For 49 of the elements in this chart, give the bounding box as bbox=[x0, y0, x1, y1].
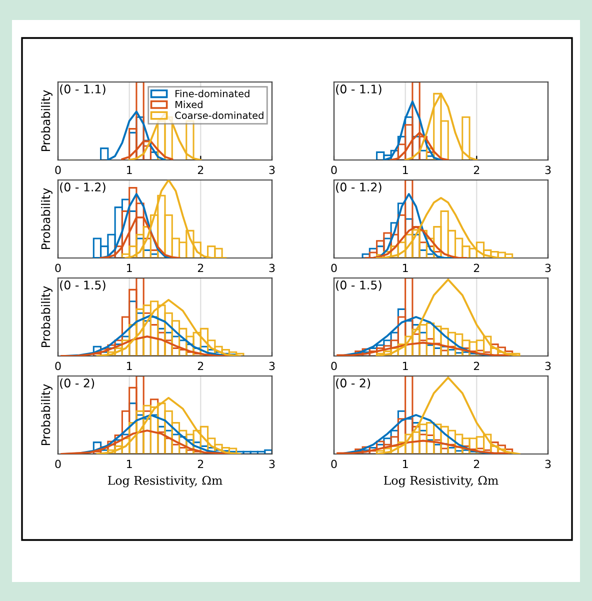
x-tick-label: 1 bbox=[403, 362, 408, 370]
annotation: (0 - 2) bbox=[60, 378, 94, 389]
annotation: (0 - 1.1) bbox=[60, 84, 106, 95]
x-tick-label: 0 bbox=[331, 362, 337, 370]
x-tick-label: 2 bbox=[474, 362, 480, 370]
annotation: (0 - 1.1) bbox=[336, 84, 382, 95]
y-axis-title: Probability bbox=[41, 384, 52, 446]
x-tick-label: 1 bbox=[127, 166, 132, 174]
legend-label: Mixed bbox=[176, 100, 202, 108]
annotation: (0 - 1.2) bbox=[336, 182, 382, 193]
x-tick-label: 0 bbox=[331, 264, 337, 272]
y-axis-title: Probability bbox=[41, 90, 52, 152]
x-tick-label: 0 bbox=[331, 460, 337, 468]
annotation: (0 - 1.5) bbox=[60, 280, 106, 291]
annotation: (0 - 2) bbox=[336, 378, 370, 389]
y-axis-title: Probability bbox=[41, 188, 52, 250]
x-tick-label: 3 bbox=[545, 166, 551, 174]
x-tick-label: 1 bbox=[127, 264, 132, 272]
annotation: (0 - 1.2) bbox=[60, 182, 106, 193]
x-tick-label: 1 bbox=[127, 460, 132, 468]
x-tick-label: 3 bbox=[545, 362, 551, 370]
x-tick-label: 2 bbox=[198, 460, 204, 468]
x-tick-label: 1 bbox=[403, 166, 408, 174]
x-axis-title: Log Resistivity, Ωm bbox=[384, 476, 498, 488]
x-tick-label: 0 bbox=[55, 362, 61, 370]
x-tick-label: 0 bbox=[55, 166, 61, 174]
x-tick-label: 0 bbox=[331, 166, 337, 174]
x-tick-label: 3 bbox=[269, 166, 275, 174]
x-tick-label: 3 bbox=[545, 264, 551, 272]
x-tick-label: 1 bbox=[403, 460, 408, 468]
x-tick-label: 2 bbox=[198, 362, 204, 370]
x-tick-label: 2 bbox=[474, 166, 480, 174]
x-tick-label: 2 bbox=[198, 166, 204, 174]
x-tick-label: 3 bbox=[545, 460, 551, 468]
annotation: (0 - 1.5) bbox=[336, 280, 382, 291]
x-tick-label: 3 bbox=[269, 264, 275, 272]
x-tick-label: 1 bbox=[127, 362, 132, 370]
x-tick-label: 2 bbox=[198, 264, 204, 272]
x-tick-label: 1 bbox=[403, 264, 408, 272]
x-tick-label: 0 bbox=[55, 264, 61, 272]
y-axis-title: Probability bbox=[41, 286, 52, 348]
x-axis-title: Log Resistivity, Ωm bbox=[108, 476, 222, 488]
x-tick-label: 3 bbox=[269, 460, 275, 468]
legend-label: Fine-dominated bbox=[176, 90, 250, 98]
x-tick-label: 0 bbox=[55, 460, 61, 468]
legend-label: Coarse-dominated bbox=[175, 112, 264, 120]
x-tick-label: 2 bbox=[474, 460, 480, 468]
x-tick-label: 3 bbox=[269, 362, 275, 370]
x-tick-label: 2 bbox=[474, 264, 480, 272]
